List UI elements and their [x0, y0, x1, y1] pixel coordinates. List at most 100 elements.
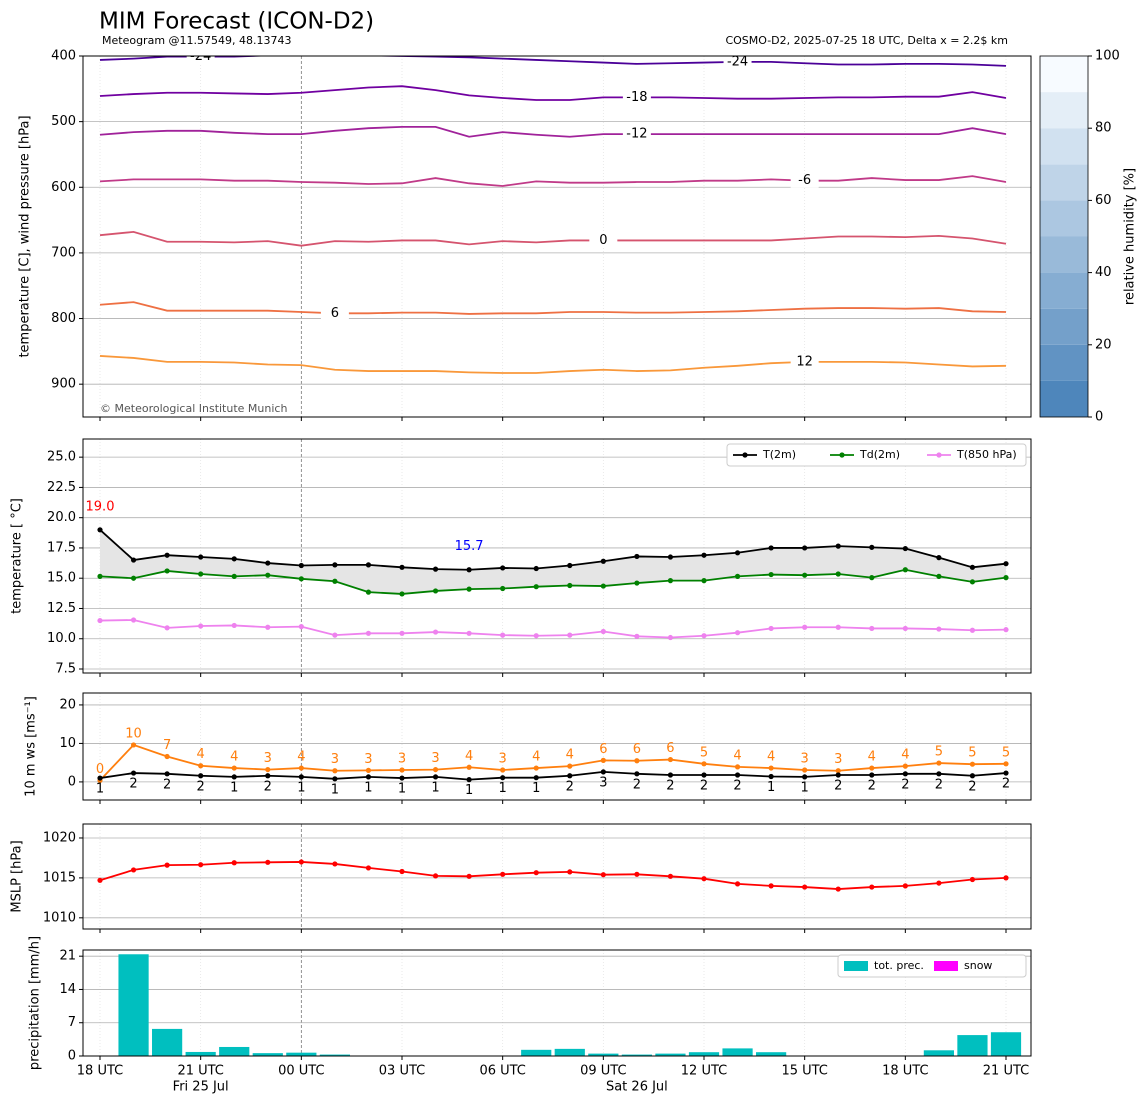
point	[432, 766, 439, 773]
point	[500, 565, 506, 571]
y-tick-label: 500	[51, 114, 76, 129]
colorbar-tick-label: 40	[1095, 265, 1112, 280]
point	[802, 884, 808, 890]
point	[667, 756, 674, 763]
y-tick-label: 400	[51, 49, 76, 64]
value-label: 5	[968, 746, 976, 761]
x-tick-label: 21 UTC	[983, 1064, 1029, 1079]
point	[130, 867, 137, 873]
value-label: 5	[935, 745, 943, 760]
colorbar-frame	[1039, 55, 1089, 418]
value-label: 2	[1002, 777, 1010, 792]
value-label: 2	[197, 779, 205, 794]
subtitle-right: COSMO-D2, 2025-07-25 18 UTC, Delta x = 2…	[725, 34, 1008, 47]
point	[198, 554, 204, 560]
y-axis-label: precipitation [mm/h]	[28, 936, 43, 1070]
series-line	[99, 619, 1007, 639]
point	[466, 873, 472, 879]
value-label: 5	[1002, 745, 1010, 760]
point	[466, 777, 472, 783]
point	[365, 767, 372, 773]
bar	[152, 1028, 183, 1056]
point	[902, 771, 908, 777]
bar	[688, 1052, 720, 1056]
point	[365, 865, 372, 871]
isotherm-label: 12	[796, 354, 813, 369]
point	[936, 880, 942, 886]
point	[231, 573, 237, 579]
value-label: 2	[633, 777, 641, 792]
isotherm	[99, 125, 1007, 138]
point	[332, 632, 338, 638]
legend-box	[726, 443, 1027, 467]
value-label: 4	[230, 750, 238, 765]
y-tick-label: 14	[59, 982, 76, 997]
point	[969, 627, 976, 633]
value-label: 1	[499, 781, 507, 796]
point	[164, 771, 170, 777]
bar	[990, 1032, 1022, 1056]
value-label: 2	[666, 778, 674, 793]
point	[332, 776, 338, 782]
point	[97, 573, 103, 579]
point	[1003, 561, 1009, 567]
legend-box	[837, 954, 1027, 978]
point	[533, 633, 539, 639]
point	[97, 527, 103, 533]
point	[265, 766, 271, 773]
point	[164, 568, 170, 574]
legend-marker	[742, 452, 748, 458]
isotherm	[99, 230, 1007, 247]
point	[231, 774, 237, 780]
y-tick-label: 1010	[43, 910, 76, 925]
plot-area	[97, 527, 1009, 641]
value-label: 4	[733, 748, 741, 763]
bar	[521, 1049, 552, 1056]
point	[365, 589, 372, 595]
extreme-label: 15.7	[455, 539, 484, 554]
extreme-label: 19.0	[86, 499, 115, 514]
axes-frame	[82, 55, 1032, 418]
point	[701, 552, 707, 558]
bar	[219, 1046, 250, 1056]
spread-shade	[100, 529, 1006, 594]
point	[667, 772, 674, 778]
x-tick-label: 15 UTC	[781, 1064, 827, 1079]
value-label: 1	[465, 783, 473, 798]
copyright: © Meteorological Institute Munich	[100, 402, 287, 415]
y-tick-label: 20.0	[47, 510, 76, 525]
point	[802, 767, 808, 773]
point	[634, 771, 640, 777]
point	[768, 545, 774, 551]
isotherm-label-bg	[186, 56, 215, 64]
point	[164, 625, 170, 631]
point	[667, 578, 674, 584]
series-line	[99, 743, 1007, 781]
value-label: 3	[431, 751, 439, 766]
axes-frame	[82, 823, 1032, 930]
point	[667, 554, 674, 560]
point	[399, 767, 405, 773]
value-label: 4	[901, 748, 909, 763]
legend-label: T(2m)	[762, 448, 796, 461]
series-line	[99, 771, 1007, 781]
value-label: 1	[431, 780, 439, 795]
point	[835, 624, 841, 630]
bar	[319, 1054, 350, 1056]
value-label: 1	[297, 780, 305, 795]
isotherm-label: -24	[190, 49, 211, 64]
value-label: 1	[532, 781, 540, 796]
legend-swatch	[844, 961, 868, 971]
point	[701, 876, 707, 882]
colorbar-band	[1040, 200, 1088, 237]
isotherm	[99, 85, 1007, 101]
point	[768, 765, 774, 771]
value-label: 1	[96, 782, 104, 797]
colorbar-tick-label: 80	[1095, 121, 1112, 136]
axes-frame	[82, 692, 1032, 801]
point	[198, 862, 204, 868]
point	[701, 578, 707, 584]
point	[936, 626, 942, 632]
isotherm-label-bg	[790, 354, 819, 369]
